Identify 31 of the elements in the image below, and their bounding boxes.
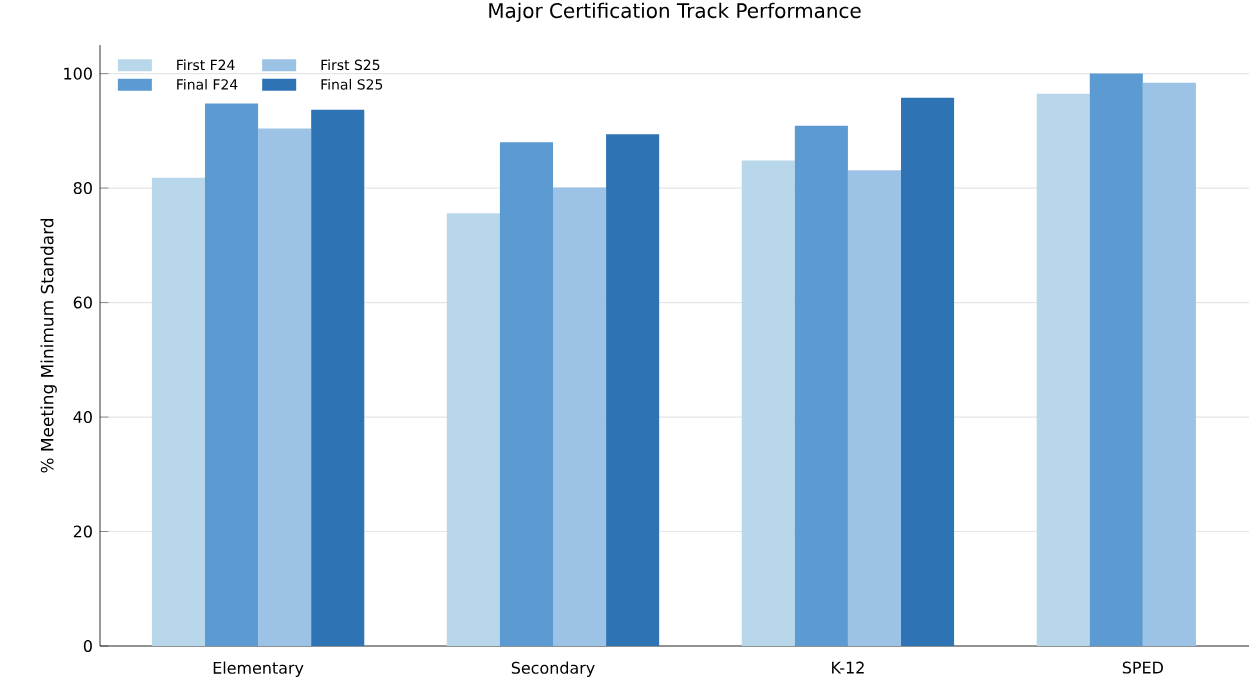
bar: [151, 177, 205, 646]
bar: [901, 97, 955, 646]
bar: [741, 160, 795, 646]
bar: [311, 109, 365, 646]
bar: [794, 125, 848, 646]
bar: [847, 170, 902, 646]
bar: [446, 213, 500, 646]
bar: [204, 103, 259, 646]
bar: [1142, 82, 1196, 646]
y-tick-label: 0: [83, 639, 92, 653]
legend-label: Final S25: [321, 78, 383, 90]
bar: [499, 142, 553, 646]
y-tick-label: 40: [73, 411, 92, 424]
bar: [1036, 93, 1090, 646]
y-tick-label: 100: [64, 67, 92, 80]
x-tick-label: Elementary: [213, 661, 304, 677]
x-tick-label: Secondary: [511, 661, 595, 677]
legend-label: First S25: [321, 59, 380, 71]
x-tick-label: SPED: [1122, 661, 1163, 674]
bar: [1089, 73, 1143, 646]
y-tick-label: 60: [73, 296, 92, 309]
legend-label: Final F24: [177, 78, 238, 90]
bar: [258, 128, 312, 646]
x-tick-label: K-12: [832, 661, 864, 674]
bar: [553, 187, 607, 646]
bar: [606, 134, 660, 646]
legend-label: First F24: [177, 59, 235, 71]
y-tick-label: 80: [73, 182, 92, 195]
y-tick-label: 20: [73, 525, 92, 538]
chart-title: Major Certification Track Performance: [489, 2, 861, 23]
y-axis-title: % Meeting Minimum Standard: [40, 218, 57, 473]
